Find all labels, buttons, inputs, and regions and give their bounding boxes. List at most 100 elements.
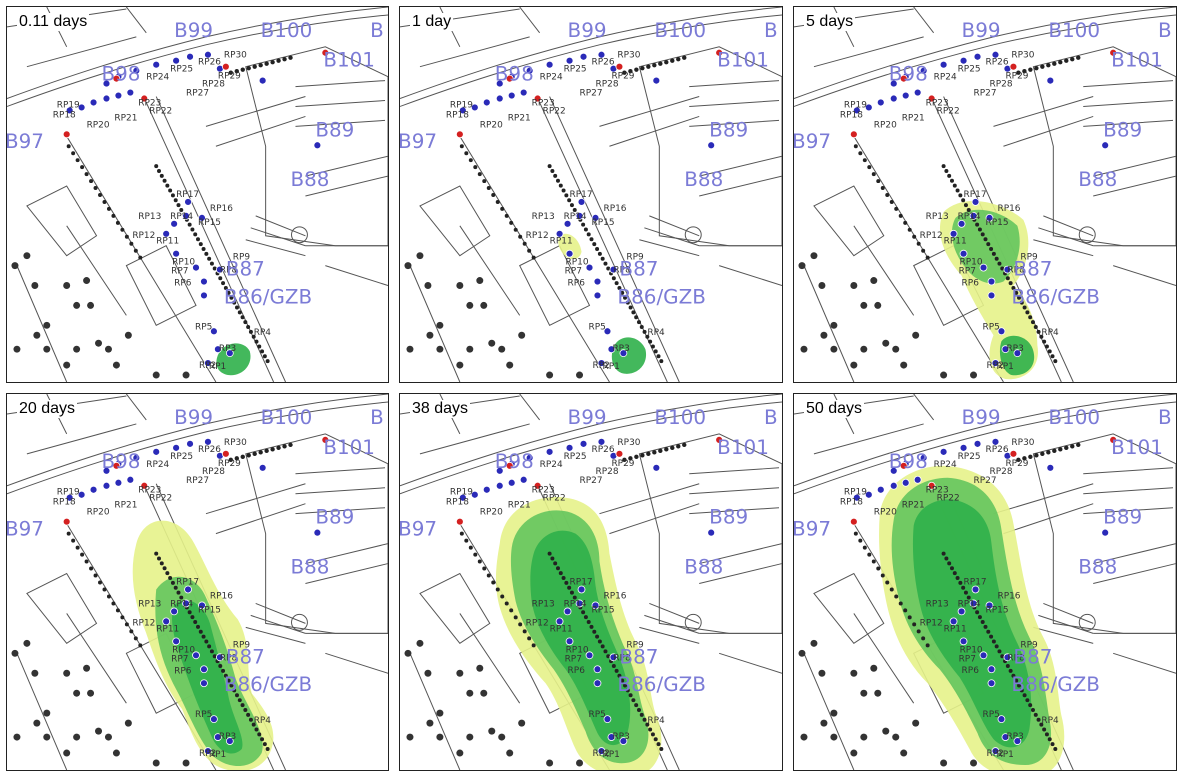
- drain-point: [955, 576, 960, 581]
- drain-point: [246, 453, 251, 458]
- panel-title: 38 days: [410, 400, 471, 418]
- plume-inner: [216, 343, 251, 376]
- parking-lines: [993, 467, 1174, 535]
- drain-point: [106, 594, 111, 599]
- drain-point: [1040, 64, 1045, 69]
- rp-label: RP1: [996, 750, 1013, 760]
- drain-point: [606, 654, 611, 659]
- tree-marker: [860, 689, 868, 697]
- drain-point: [564, 193, 569, 198]
- drain-point: [468, 158, 473, 163]
- drain-point: [173, 585, 178, 590]
- rp-label: RP22: [543, 106, 566, 116]
- building-outline: [305, 155, 388, 286]
- drain-point: [212, 654, 217, 659]
- drain-point: [553, 173, 558, 178]
- well-blue: [987, 291, 996, 300]
- well-blue: [597, 50, 606, 59]
- tree-marker: [23, 639, 31, 647]
- building-label: B99: [174, 406, 213, 429]
- drain-point: [889, 587, 894, 592]
- rp-label: RP18: [53, 110, 76, 120]
- drain-point: [569, 590, 574, 595]
- tree-marker: [406, 733, 414, 741]
- well-red: [927, 94, 936, 103]
- rp-label: RP16: [603, 204, 626, 214]
- tree-marker: [124, 719, 132, 727]
- well-blue: [957, 219, 966, 228]
- drain-point: [264, 61, 269, 66]
- wells: [849, 435, 1118, 755]
- rp-label: RP23: [926, 98, 949, 108]
- tree-marker: [73, 345, 81, 353]
- drain-point: [912, 234, 917, 239]
- drain-point: [977, 615, 982, 620]
- drain-point: [631, 310, 636, 315]
- tree-marker: [182, 371, 190, 379]
- well-blue: [607, 345, 616, 354]
- drain-point: [898, 601, 903, 606]
- drain-point: [1052, 61, 1057, 66]
- drain-point: [871, 172, 876, 177]
- drain-point: [567, 198, 572, 203]
- drain-point: [645, 334, 650, 339]
- drain-point: [187, 610, 192, 615]
- tree-marker: [860, 733, 868, 741]
- drain-point: [500, 206, 505, 211]
- drain-point: [880, 186, 885, 191]
- rp-label: RP12: [132, 618, 155, 628]
- drain-point: [518, 622, 523, 627]
- plume-inner: [912, 499, 1032, 748]
- drain-point: [1058, 60, 1063, 65]
- drain-point: [903, 608, 908, 613]
- drain-point: [659, 359, 664, 364]
- well-red: [112, 74, 121, 83]
- tree-marker: [892, 345, 900, 353]
- rp-label: RP17: [570, 190, 593, 200]
- well-blue: [913, 475, 922, 484]
- map-panel-0: 0.11 days RP30 RP26 RP25 RP24 RP29 RP28 RP27 RP…: [6, 6, 389, 383]
- rp-label: RP17: [176, 577, 199, 587]
- well-blue: [973, 439, 982, 448]
- drain-point: [1076, 55, 1081, 60]
- well-red: [849, 517, 858, 526]
- tree-marker: [860, 301, 868, 309]
- rp-label: RP28: [989, 467, 1012, 477]
- well-blue: [1101, 528, 1110, 537]
- building-label: B98: [889, 63, 928, 86]
- tree-marker: [436, 733, 444, 741]
- drain-point: [592, 242, 597, 247]
- wells: [455, 435, 724, 755]
- drain-point: [867, 552, 872, 557]
- drain-point: [133, 636, 138, 641]
- building-labels: B99 B100 B101 B98 B97 B89 B88 B87 B86/GZB B: [7, 406, 384, 696]
- rp-label: RP7: [565, 654, 582, 664]
- rp-label: RP27: [974, 476, 997, 486]
- drain-point: [1022, 693, 1027, 698]
- building-label: B100: [1048, 405, 1100, 429]
- rp-label: RP8: [613, 266, 631, 276]
- well-blue: [969, 212, 978, 220]
- rp-label: RP26: [591, 445, 614, 455]
- well-blue: [959, 443, 968, 452]
- road-outline: [794, 7, 1176, 99]
- building-label: B98: [102, 63, 141, 86]
- well-blue: [919, 66, 928, 75]
- trees: [798, 252, 978, 379]
- drain-point: [223, 286, 228, 290]
- drain-point: [237, 310, 242, 315]
- rp-label: RP18: [840, 110, 863, 120]
- well-red: [899, 74, 908, 83]
- rp-label: RP26: [198, 58, 221, 68]
- rp-label: RP2: [592, 361, 609, 371]
- drain-point: [495, 587, 500, 592]
- rp-label: RP5: [589, 710, 606, 720]
- tree-marker: [970, 371, 978, 379]
- drain-point: [276, 445, 281, 451]
- tree-marker: [112, 749, 120, 757]
- well-red: [140, 94, 149, 103]
- tree-marker: [912, 719, 920, 727]
- rp-label: RP22: [543, 494, 566, 504]
- drain-point: [513, 227, 518, 232]
